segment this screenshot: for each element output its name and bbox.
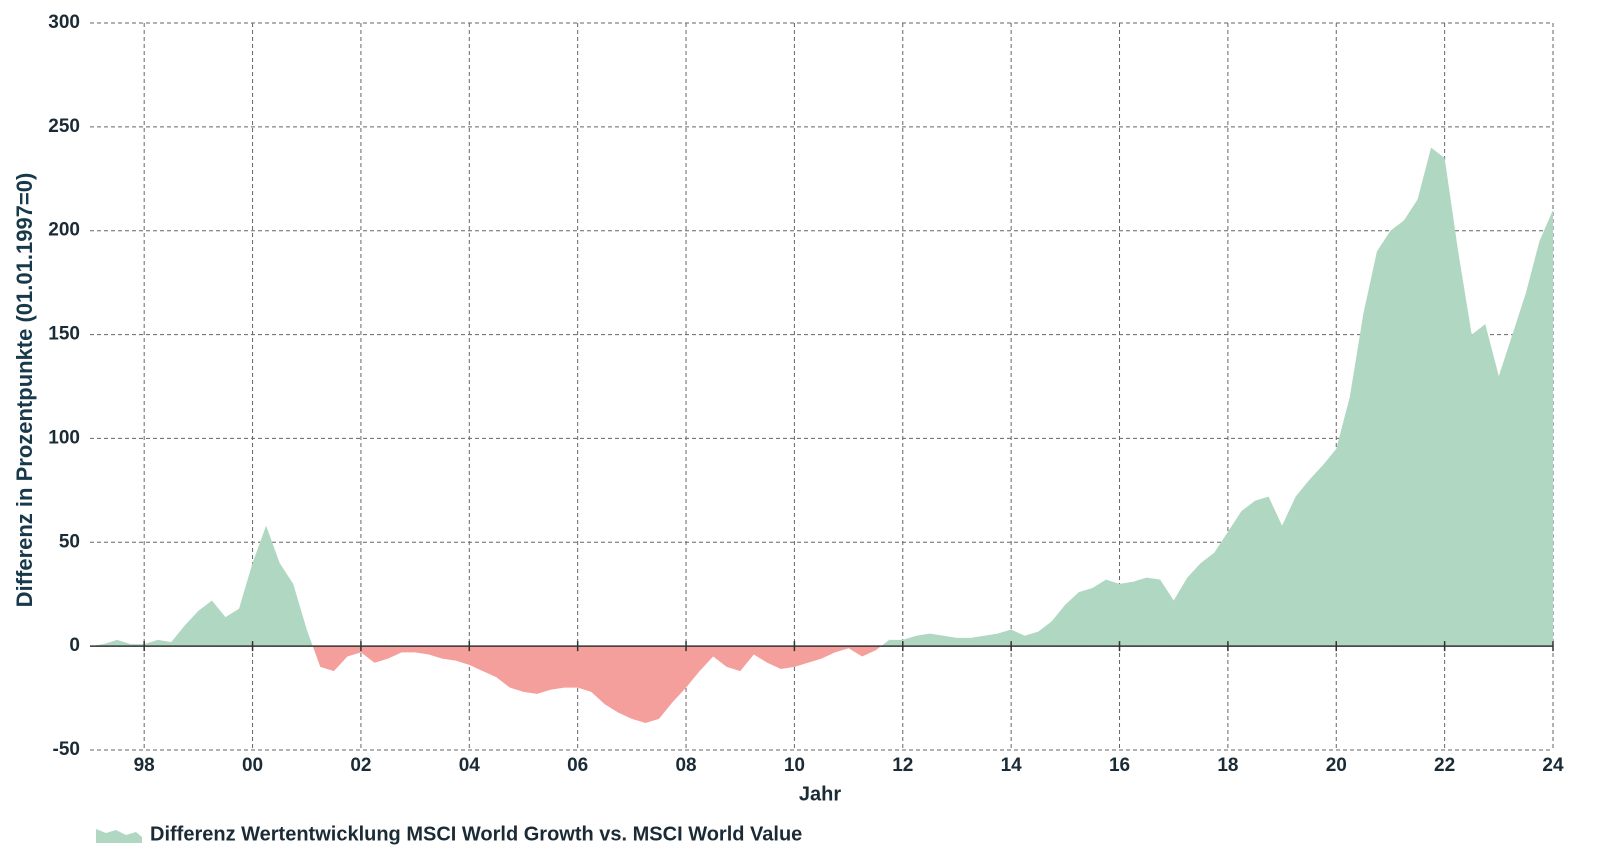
- x-tick-label: 00: [242, 755, 263, 776]
- x-tick-label: 18: [1217, 755, 1238, 776]
- x-tick-label: 20: [1326, 755, 1347, 776]
- x-tick-label: 22: [1434, 755, 1455, 776]
- area-positive: [90, 147, 1553, 647]
- x-axis-label: Jahr: [799, 783, 841, 805]
- y-tick-label: 200: [48, 220, 80, 241]
- y-axis-label: Differenz in Prozentpunkte (01.01.1997=0…: [12, 173, 37, 608]
- y-tick-label: 100: [48, 427, 80, 448]
- y-tick-label: 300: [48, 12, 80, 33]
- y-tick-label: 150: [48, 324, 80, 345]
- y-tick-label: 0: [69, 635, 80, 656]
- x-tick-label: 12: [892, 755, 913, 776]
- x-tick-label: 24: [1542, 755, 1564, 776]
- y-tick-label: -50: [53, 739, 80, 760]
- x-tick-label: 06: [567, 755, 588, 776]
- y-tick-label: 250: [48, 116, 80, 137]
- x-tick-label: 98: [134, 755, 155, 776]
- legend-swatch: [96, 829, 142, 843]
- x-tick-label: 04: [459, 755, 481, 776]
- legend-label: Differenz Wertentwicklung MSCI World Gro…: [150, 823, 802, 845]
- x-tick-label: 08: [675, 755, 696, 776]
- y-tick-label: 50: [59, 531, 80, 552]
- x-tick-label: 10: [784, 755, 805, 776]
- x-tick-label: 16: [1109, 755, 1130, 776]
- x-tick-label: 02: [350, 755, 371, 776]
- x-tick-label: 14: [1001, 755, 1023, 776]
